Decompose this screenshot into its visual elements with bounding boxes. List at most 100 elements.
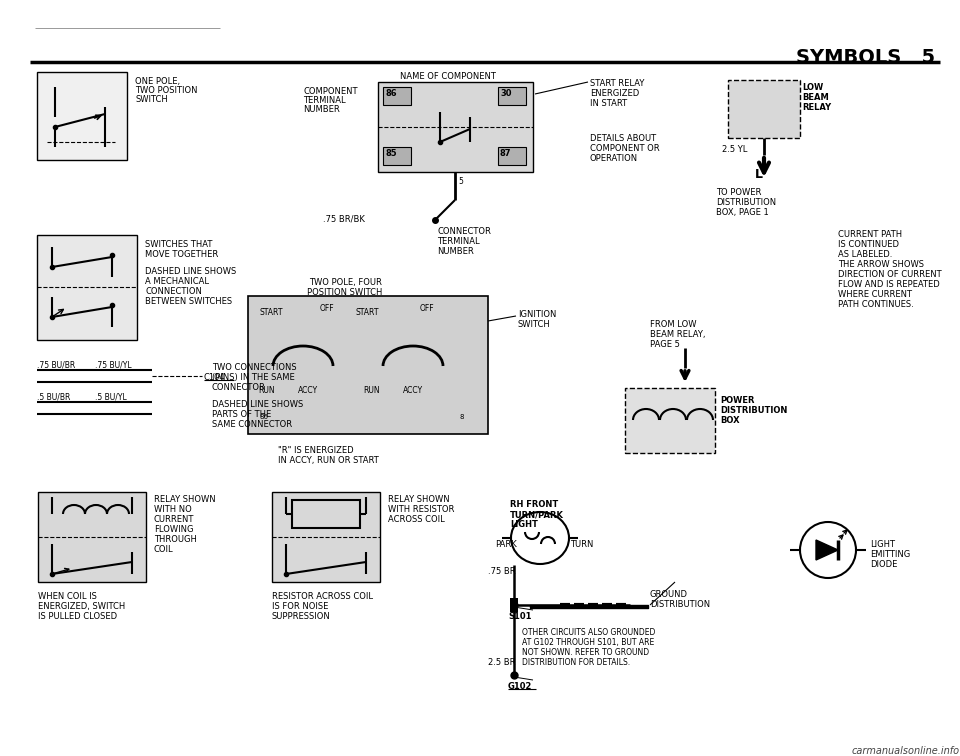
Text: WHERE CURRENT: WHERE CURRENT: [838, 290, 912, 299]
Text: DETAILS ABOUT: DETAILS ABOUT: [590, 134, 656, 143]
Text: PARK: PARK: [495, 540, 516, 549]
Text: carmanualsonline.info: carmanualsonline.info: [852, 746, 960, 756]
Text: OFF: OFF: [320, 304, 335, 313]
Text: IS CONTINUED: IS CONTINUED: [838, 240, 899, 249]
Text: BEAM: BEAM: [802, 93, 828, 102]
Text: TO POWER: TO POWER: [716, 188, 761, 197]
Text: TERMINAL: TERMINAL: [437, 237, 480, 246]
Text: BOX, PAGE 1: BOX, PAGE 1: [716, 208, 769, 217]
Text: WITH NO: WITH NO: [154, 505, 192, 514]
Text: THROUGH: THROUGH: [154, 535, 197, 544]
Text: DASHED LINE SHOWS: DASHED LINE SHOWS: [145, 267, 236, 276]
Text: .75 BR/BK: .75 BR/BK: [323, 214, 365, 223]
Bar: [248, 296, 488, 434]
Text: WHEN COIL IS: WHEN COIL IS: [38, 592, 97, 601]
Bar: [625, 388, 715, 453]
Text: WITH RESISTOR: WITH RESISTOR: [388, 505, 454, 514]
Text: 85: 85: [385, 149, 396, 158]
Text: CURRENT: CURRENT: [154, 515, 194, 524]
Text: PAGE 5: PAGE 5: [650, 340, 680, 349]
Bar: [383, 147, 411, 165]
Text: .5 BU/YL: .5 BU/YL: [95, 393, 127, 402]
Text: CONNECTOR: CONNECTOR: [437, 227, 491, 236]
Bar: [498, 87, 526, 105]
Text: RUN: RUN: [363, 386, 379, 395]
Text: CONNECTOR: CONNECTOR: [212, 383, 266, 392]
Text: DIRECTION OF CURRENT: DIRECTION OF CURRENT: [838, 270, 942, 279]
Text: SWITCH: SWITCH: [518, 320, 551, 329]
Text: 5: 5: [458, 177, 463, 186]
Text: ACROSS COIL: ACROSS COIL: [388, 515, 444, 524]
Text: MOVE TOGETHER: MOVE TOGETHER: [145, 250, 218, 259]
Bar: [38, 492, 146, 582]
Text: LIGHT: LIGHT: [510, 520, 538, 529]
Text: START: START: [260, 308, 283, 317]
Text: DISTRIBUTION: DISTRIBUTION: [716, 198, 776, 207]
Text: 86: 86: [385, 89, 396, 98]
Text: CURRENT PATH: CURRENT PATH: [838, 230, 902, 239]
Text: S101: S101: [508, 612, 532, 621]
Text: CONNECTION: CONNECTION: [145, 287, 202, 296]
Text: IS PULLED CLOSED: IS PULLED CLOSED: [38, 612, 117, 621]
Text: BOX: BOX: [720, 416, 739, 425]
Text: AS LABELED.: AS LABELED.: [838, 250, 893, 259]
Text: (PINS) IN THE SAME: (PINS) IN THE SAME: [212, 373, 295, 382]
Text: .75 BU/YL: .75 BU/YL: [95, 360, 132, 369]
Text: DASHED LINE SHOWS: DASHED LINE SHOWS: [212, 400, 303, 409]
Text: 30: 30: [500, 89, 512, 98]
Text: GROUND: GROUND: [650, 590, 688, 599]
Text: IS FOR NOISE: IS FOR NOISE: [272, 602, 328, 611]
Text: EMITTING: EMITTING: [870, 550, 910, 559]
Text: .75 BR: .75 BR: [488, 567, 516, 576]
Text: RELAY SHOWN: RELAY SHOWN: [154, 495, 216, 504]
Text: NUMBER: NUMBER: [303, 105, 340, 114]
Text: .75 BU/BR: .75 BU/BR: [37, 360, 75, 369]
Text: POWER: POWER: [720, 396, 755, 405]
Bar: [378, 82, 533, 172]
Text: ENERGIZED: ENERGIZED: [590, 89, 639, 98]
Text: A MECHANICAL: A MECHANICAL: [145, 277, 209, 286]
Text: FLOWING: FLOWING: [154, 525, 194, 534]
Text: BETWEEN SWITCHES: BETWEEN SWITCHES: [145, 297, 232, 306]
Text: ONE POLE,: ONE POLE,: [135, 77, 180, 86]
Text: AT G102 THROUGH S101, BUT ARE: AT G102 THROUGH S101, BUT ARE: [522, 638, 655, 647]
Text: SWITCHES THAT: SWITCHES THAT: [145, 240, 212, 249]
Text: TWO POLE, FOUR: TWO POLE, FOUR: [308, 278, 381, 287]
Text: POSITION SWITCH: POSITION SWITCH: [307, 288, 383, 297]
Text: TURN: TURN: [570, 540, 593, 549]
Text: RH FRONT: RH FRONT: [510, 500, 559, 509]
Text: BEAM RELAY,: BEAM RELAY,: [650, 330, 706, 339]
Text: START RELAY: START RELAY: [590, 79, 644, 88]
Text: RUN: RUN: [258, 386, 275, 395]
Text: IN START: IN START: [590, 99, 627, 108]
Text: ENERGIZED, SWITCH: ENERGIZED, SWITCH: [38, 602, 125, 611]
Text: FROM LOW: FROM LOW: [650, 320, 697, 329]
Text: NOT SHOWN. REFER TO GROUND: NOT SHOWN. REFER TO GROUND: [522, 648, 649, 657]
Bar: [728, 80, 800, 138]
Text: IGNITION: IGNITION: [518, 310, 557, 319]
Text: FLOW AND IS REPEATED: FLOW AND IS REPEATED: [838, 280, 940, 289]
Text: RELAY: RELAY: [802, 103, 831, 112]
Text: COMPONENT OR: COMPONENT OR: [590, 144, 660, 153]
Text: TURN/PARK: TURN/PARK: [510, 510, 564, 519]
Text: NUMBER: NUMBER: [437, 247, 473, 256]
Text: COMPONENT: COMPONENT: [303, 87, 357, 96]
Text: .5 BU/BR: .5 BU/BR: [37, 393, 70, 402]
Bar: [292, 500, 360, 528]
Text: DIODE: DIODE: [870, 560, 898, 569]
Text: 2.5 BR: 2.5 BR: [488, 658, 516, 667]
Text: OPERATION: OPERATION: [590, 154, 638, 163]
Polygon shape: [816, 540, 838, 560]
Text: ACCY: ACCY: [403, 386, 423, 395]
Text: 86: 86: [260, 414, 269, 420]
Bar: [498, 147, 526, 165]
Text: 8: 8: [460, 414, 465, 420]
Text: DISTRIBUTION: DISTRIBUTION: [650, 600, 710, 609]
Text: TWO POSITION: TWO POSITION: [135, 86, 198, 95]
Bar: [510, 598, 518, 612]
Bar: [37, 235, 137, 340]
Text: OTHER CIRCUITS ALSO GROUNDED: OTHER CIRCUITS ALSO GROUNDED: [522, 628, 656, 637]
Bar: [272, 492, 380, 582]
Text: SUPPRESSION: SUPPRESSION: [272, 612, 331, 621]
Text: PATH CONTINUES.: PATH CONTINUES.: [838, 300, 914, 309]
